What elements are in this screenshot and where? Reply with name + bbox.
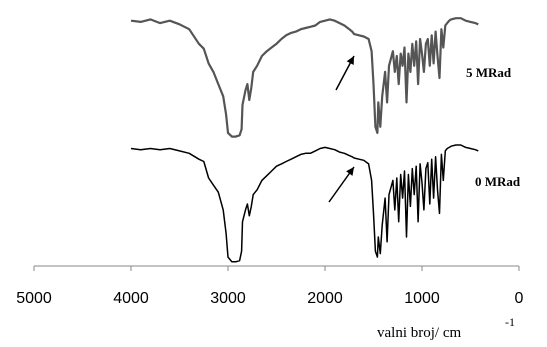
x-axis: 5000 4000 3000 2000 1000 0 (16, 265, 524, 307)
x-axis-title-exponent: -1 (505, 315, 515, 329)
arrow-head-icon (346, 56, 354, 65)
spectrum-line-0-mrad (130, 144, 479, 263)
x-tick-label: 2000 (307, 290, 343, 307)
series-label: 0 MRad (475, 174, 521, 189)
x-tick-label: 5000 (16, 290, 52, 307)
x-axis-title: valni broj/ cm -1 (377, 315, 515, 341)
series-label: 5 MRad (466, 65, 512, 80)
annotation-arrows (328, 55, 355, 203)
spectrum-line-5-mrad (130, 17, 479, 138)
x-tick-label: 4000 (113, 290, 149, 307)
x-tick-label: 0 (515, 290, 524, 307)
series-group (130, 17, 479, 263)
x-axis-title-text: valni broj/ cm (377, 325, 461, 341)
x-tick-label: 3000 (210, 290, 246, 307)
arrow-head-icon (346, 167, 354, 176)
series-labels: 5 MRad 0 MRad (466, 65, 521, 189)
x-tick-label: 1000 (404, 290, 440, 307)
